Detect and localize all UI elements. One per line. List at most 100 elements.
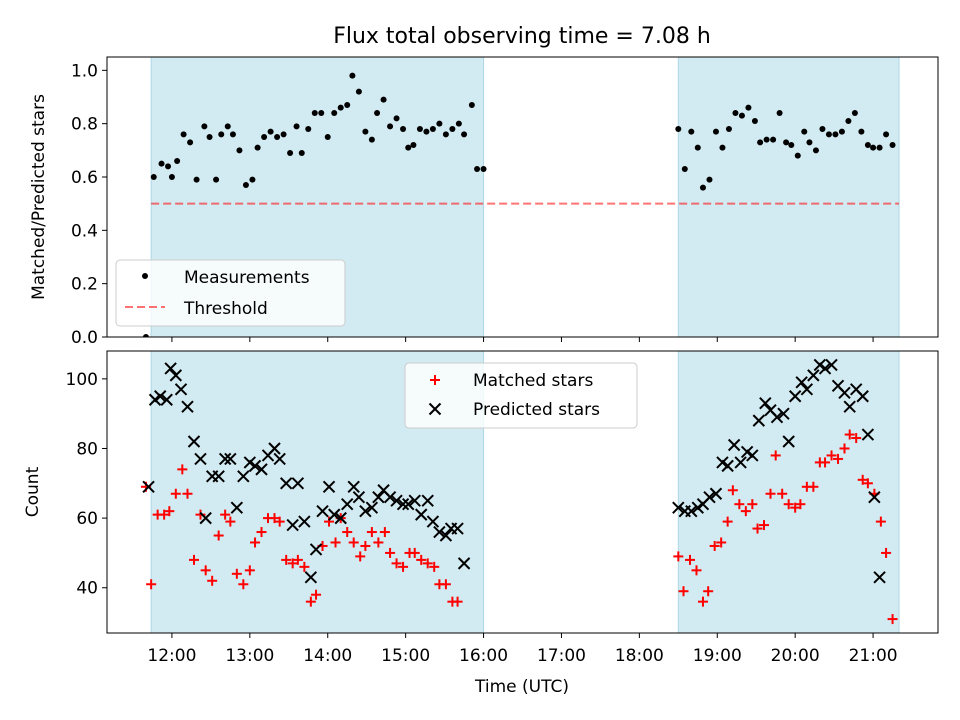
predicted-star-point xyxy=(856,390,869,403)
measurement-point xyxy=(474,166,481,172)
top-ytick-label: 1.0 xyxy=(71,61,98,81)
predicted-star-point xyxy=(347,480,360,493)
matched-star-point xyxy=(269,513,280,524)
measurement-point xyxy=(699,184,706,191)
measurement-point xyxy=(449,126,456,132)
measurement-point xyxy=(468,102,475,108)
xtick-label: 13:00 xyxy=(225,646,274,666)
predicted-star-point xyxy=(843,400,856,413)
measurement-point xyxy=(706,176,713,183)
predicted-star-point xyxy=(439,529,453,542)
measurement-point xyxy=(324,134,331,140)
top-observing-window-2 xyxy=(677,56,900,338)
matched-star-point xyxy=(887,614,898,625)
legend-threshold-label: Threshold xyxy=(183,299,268,319)
matched-star-point xyxy=(188,554,199,565)
measurement-point xyxy=(794,152,801,159)
matched-star-point xyxy=(691,565,702,576)
matched-star-point xyxy=(783,499,794,510)
predicted-star-point xyxy=(309,543,323,556)
matched-star-point xyxy=(330,537,341,548)
predicted-star-point xyxy=(304,571,318,584)
legend-predicted-marker-b xyxy=(428,402,442,416)
predicted-star-point xyxy=(433,525,446,539)
matched-star-point xyxy=(220,509,231,520)
matched-star-point xyxy=(851,433,862,444)
top-ytick-label: 0.8 xyxy=(71,115,98,135)
matched-star-point xyxy=(795,499,806,510)
measurement-point xyxy=(751,118,758,124)
measurement-point xyxy=(688,128,695,135)
matched-star-point xyxy=(673,551,684,562)
matched-star-point xyxy=(684,554,695,565)
predicted-star-point xyxy=(752,414,766,427)
predicted-star-point xyxy=(396,497,410,511)
predicted-star-point xyxy=(777,407,790,420)
measurement-point xyxy=(293,123,300,130)
predicted-star-point xyxy=(286,518,299,532)
measurement-point xyxy=(732,110,739,116)
predicted-star-point xyxy=(873,571,886,584)
top-ytick-label: 0.4 xyxy=(71,221,98,241)
predicted-star-point xyxy=(212,470,225,483)
top-ytick-label: 0.2 xyxy=(71,275,98,295)
measurement-point xyxy=(423,128,430,135)
measurement-point xyxy=(845,118,852,124)
matched-star-point xyxy=(366,527,377,538)
predicted-star-point xyxy=(341,497,354,511)
measurement-point xyxy=(201,123,208,130)
ratio-panel: 0.0 0.2 0.4 0.6 0.8 1.0 Matched/Predicted star… xyxy=(29,56,939,348)
matched-star-point xyxy=(200,565,211,576)
measurement-point xyxy=(725,126,732,132)
matched-star-point xyxy=(391,558,402,569)
predicted-star-point xyxy=(721,459,734,473)
measurement-point xyxy=(436,120,443,127)
measurement-point xyxy=(788,142,795,148)
measurement-point xyxy=(770,136,777,143)
legend-matched-label: Matched stars xyxy=(473,371,593,391)
predicted-star-point xyxy=(457,557,471,570)
matched-star-point xyxy=(839,443,850,454)
predicted-star-point xyxy=(402,497,415,511)
measurement-point xyxy=(254,144,261,151)
matched-star-point xyxy=(250,537,261,548)
matched-star-point xyxy=(244,565,255,576)
measurement-point xyxy=(180,131,187,138)
predicted-star-point xyxy=(328,508,341,521)
predicted-star-point xyxy=(421,494,434,507)
measurement-point xyxy=(224,123,231,130)
predicted-star-point xyxy=(322,480,336,493)
top-axes-frame xyxy=(106,56,939,338)
x-axis-label: Time (UTC) xyxy=(474,677,569,697)
measurement-point xyxy=(249,176,256,183)
top-legend-box xyxy=(115,259,346,327)
predicted-star-point xyxy=(224,452,237,466)
measurement-point xyxy=(832,131,839,138)
predicted-star-point xyxy=(759,397,772,410)
predicted-star-point xyxy=(237,470,250,483)
matched-star-point xyxy=(678,586,689,597)
measurement-point xyxy=(461,131,468,138)
matched-star-point xyxy=(355,551,366,562)
measurement-point xyxy=(380,96,387,103)
measurement-point xyxy=(405,144,412,151)
count-panel: 40 60 80 100 Count 12:00 13:00 14:00 15:00 16:00 1… xyxy=(23,350,939,697)
predicted-star-point xyxy=(685,504,698,518)
predicted-star-point xyxy=(142,480,155,493)
predicted-star-point xyxy=(194,452,207,466)
matched-star-point xyxy=(311,589,322,600)
top-legend: Measurements Threshold xyxy=(115,259,346,327)
predicted-star-point xyxy=(169,369,183,382)
measurement-point xyxy=(825,131,832,138)
measurement-point xyxy=(150,174,157,180)
matched-star-point xyxy=(177,464,188,475)
xtick-label: 21:00 xyxy=(849,646,898,666)
matched-star-point xyxy=(225,516,236,527)
xtick-label: 12:00 xyxy=(147,646,196,666)
top-ytick-label: 0.0 xyxy=(71,328,98,348)
matched-star-point xyxy=(747,499,758,510)
matched-star-point xyxy=(716,537,727,548)
measurement-point xyxy=(368,136,375,143)
bottom-ytick-label: 80 xyxy=(76,439,98,459)
